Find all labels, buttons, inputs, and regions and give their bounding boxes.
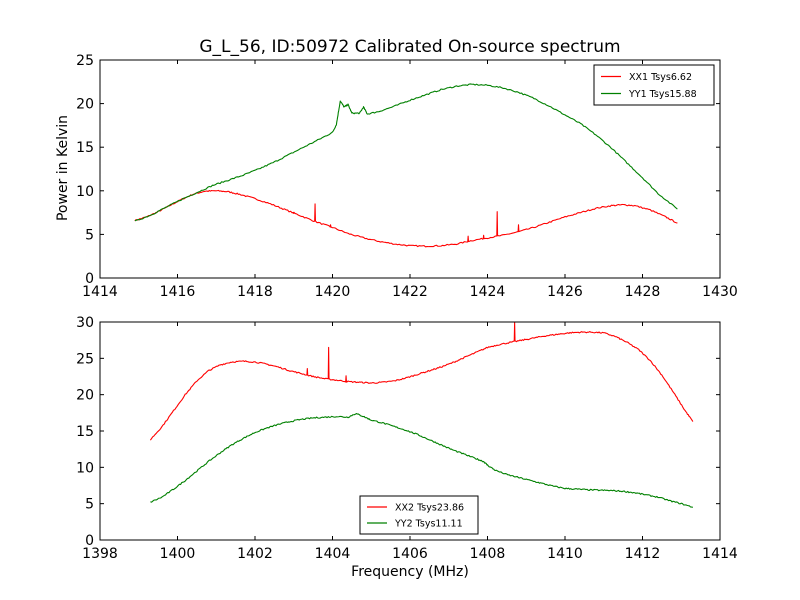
y-tick-label: 5 <box>85 227 94 243</box>
y-tick-label: 5 <box>85 497 94 513</box>
legend: XX2 Tsys23.86 YY2 Tsys11.11 <box>359 495 479 535</box>
legend-entry: XX1 Tsys6.62 <box>629 72 692 83</box>
y-tick-label: 15 <box>76 140 94 156</box>
x-tick-label: 1418 <box>237 284 273 300</box>
x-tick-label: 1402 <box>237 546 273 562</box>
figure-title: G_L_56, ID:50972 Calibrated On-source sp… <box>199 37 620 57</box>
legend-entry: XX2 Tsys23.86 <box>395 503 464 514</box>
series-line-yy1 <box>134 83 678 222</box>
bottom-spectrum-panel: 1398 1400 1402 1404 1406 1408 1410 1412 1414 0 5 10… <box>76 315 738 562</box>
x-tick-label: 1400 <box>160 546 196 562</box>
series-line-xx2 <box>149 322 694 441</box>
top-spectrum-panel: 1414 1416 1418 1420 1422 1424 1426 1428 1430 0 5 10… <box>76 53 738 300</box>
x-axis-label: Frequency (MHz) <box>351 564 469 580</box>
legend-entry: YY2 Tsys11.11 <box>394 519 463 530</box>
y-tick-label: 15 <box>76 424 94 440</box>
x-tick-label: 1414 <box>82 284 118 300</box>
x-tick-label: 1430 <box>702 284 738 300</box>
y-tick-label: 10 <box>76 184 94 200</box>
y-axis-label: Power in Kelvin <box>55 115 71 221</box>
x-tick-label: 1426 <box>547 284 583 300</box>
x-tick-label: 1408 <box>470 546 506 562</box>
y-tick-label: 30 <box>76 315 94 331</box>
x-tick-label: 1412 <box>625 546 661 562</box>
x-tick-label: 1414 <box>702 546 738 562</box>
x-tick-label: 1422 <box>392 284 428 300</box>
y-tick-label: 10 <box>76 460 94 476</box>
legend-entry: YY1 Tsys15.88 <box>628 89 697 100</box>
series-group <box>149 322 694 508</box>
x-tick-label: 1424 <box>470 284 506 300</box>
x-tick-label: 1420 <box>315 284 351 300</box>
y-tick-label: 25 <box>76 351 94 367</box>
y-tick-label: 0 <box>85 271 94 287</box>
x-tick-label: 1398 <box>82 546 118 562</box>
x-tick-label: 1404 <box>315 546 351 562</box>
series-line-xx1 <box>134 189 678 248</box>
legend: XX1 Tsys6.62 YY1 Tsys15.88 <box>593 64 715 106</box>
y-tick-label: 0 <box>85 533 94 549</box>
x-tick-label: 1428 <box>625 284 661 300</box>
y-tick-label: 25 <box>76 53 94 69</box>
series-group <box>134 83 678 248</box>
x-tick-label: 1410 <box>547 546 583 562</box>
y-tick-label: 20 <box>76 388 94 404</box>
series-line-yy2 <box>150 412 693 508</box>
y-tick-label: 20 <box>76 97 94 113</box>
x-tick-label: 1406 <box>392 546 428 562</box>
x-tick-label: 1416 <box>160 284 196 300</box>
